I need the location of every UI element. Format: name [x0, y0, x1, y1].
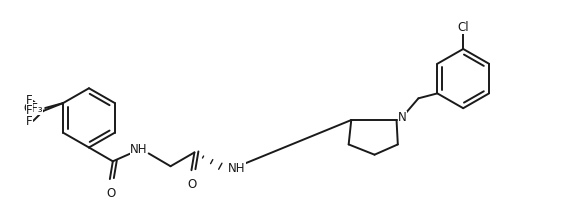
Text: NH: NH: [130, 143, 147, 156]
Text: F: F: [26, 115, 33, 128]
Text: O: O: [106, 187, 115, 200]
Text: F: F: [26, 94, 33, 107]
Text: F: F: [26, 105, 33, 118]
Text: Cl: Cl: [457, 21, 469, 34]
Text: O: O: [188, 178, 197, 191]
Text: NH: NH: [228, 162, 246, 175]
Text: N: N: [398, 111, 407, 124]
Text: CF₃: CF₃: [24, 102, 43, 114]
